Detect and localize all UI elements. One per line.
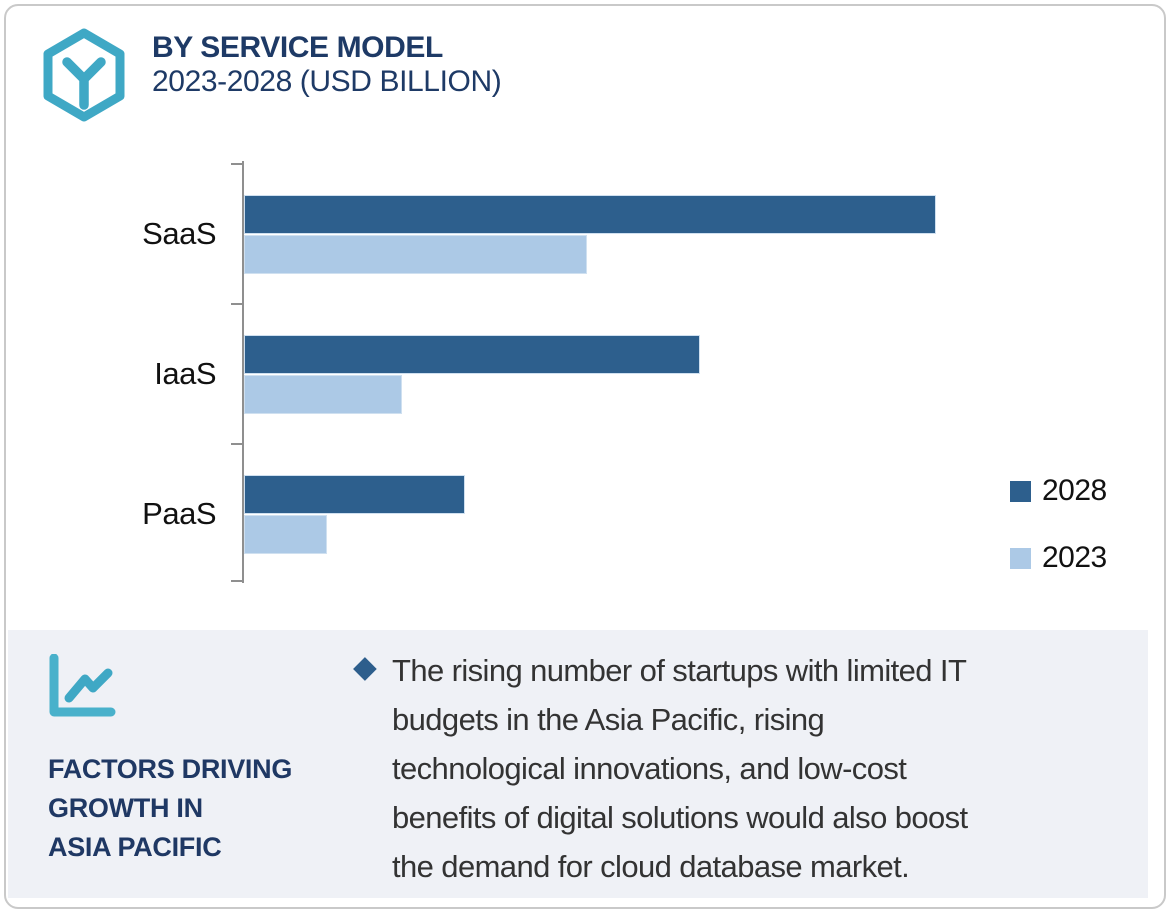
bar-saas-2023	[244, 235, 587, 274]
bullet-text-line: The rising number of startups with limit…	[392, 653, 967, 688]
category-label-paas: PaaS	[142, 496, 216, 531]
bar-paas-2028	[244, 475, 465, 514]
chart-title: BY SERVICE MODEL	[152, 31, 443, 64]
axis-tick	[231, 163, 243, 165]
factors-heading-line: FACTORS DRIVING	[48, 754, 293, 784]
category-axis	[242, 161, 244, 583]
legend-swatch-2028	[1010, 480, 1031, 502]
bar-saas-2028	[244, 195, 936, 234]
bullet-text-line: technological innovations, and low-cost	[392, 751, 907, 786]
legend-swatch-2023	[1010, 547, 1031, 569]
factors-band	[8, 630, 1148, 898]
legend-item-2023: 2023	[1010, 541, 1107, 575]
axis-tick	[231, 443, 243, 445]
bullet-diamond-icon: ◆	[353, 649, 377, 684]
factors-heading: FACTORS DRIVING GROWTH IN ASIA PACIFIC	[48, 750, 292, 867]
category-label-iaas: IaaS	[154, 356, 216, 391]
axis-tick	[231, 303, 243, 305]
line-chart-icon	[49, 654, 116, 717]
axis-tick	[231, 580, 243, 582]
bullet-text-line: budgets in the Asia Pacific, rising	[392, 702, 825, 737]
bullet-text-line: the demand for cloud database market.	[392, 849, 910, 884]
hexagon-cube-logo-icon	[43, 28, 125, 122]
chart-title-block: BY SERVICE MODEL 2023-2028 (USD BILLION)	[152, 31, 502, 99]
chart-subtitle: 2023-2028 (USD BILLION)	[152, 65, 502, 98]
legend-label-2023: 2023	[1042, 541, 1107, 574]
legend-item-2028: 2028	[1010, 474, 1107, 508]
bar-paas-2023	[244, 515, 327, 554]
bar-iaas-2023	[244, 375, 402, 414]
bullet-text: The rising number of startups with limit…	[392, 646, 968, 891]
factors-heading-line: ASIA PACIFIC	[48, 832, 222, 862]
bullet-text-line: benefits of digital solutions would also…	[392, 800, 968, 835]
legend-label-2028: 2028	[1042, 474, 1107, 507]
factors-heading-line: GROWTH IN	[48, 793, 203, 823]
bar-iaas-2028	[244, 335, 700, 374]
category-label-saas: SaaS	[142, 216, 216, 251]
